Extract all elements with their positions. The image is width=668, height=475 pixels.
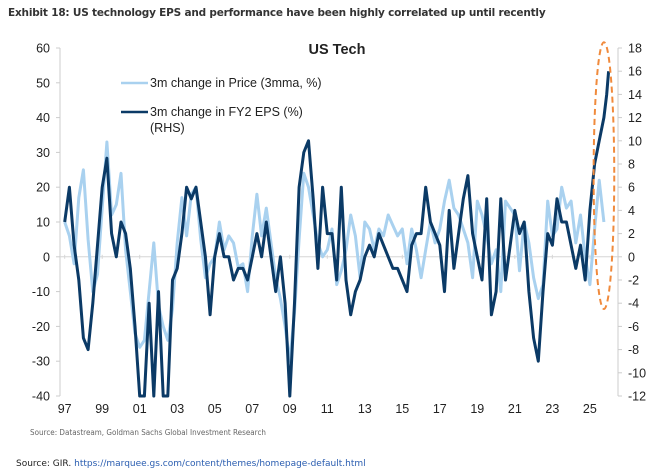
left-tick-label: -40: [32, 390, 50, 404]
x-tick-label: 21: [508, 402, 522, 416]
x-tick-label: 05: [208, 402, 222, 416]
x-tick-label: 97: [58, 402, 72, 416]
left-tick-label: 40: [36, 111, 50, 125]
right-tick-label: 18: [628, 42, 642, 56]
x-tick-label: 03: [170, 402, 184, 416]
series-layer: [63, 71, 611, 398]
right-tick-label: 6: [628, 181, 635, 195]
x-tick-label: 15: [395, 402, 409, 416]
page-source-prefix: Source: GIR.: [16, 459, 72, 469]
right-tick-label: 0: [628, 250, 635, 264]
right-tick-label: 12: [628, 111, 642, 125]
left-tick-label: -20: [32, 320, 50, 334]
right-tick-label: 4: [628, 204, 635, 218]
series-line-eps: [63, 71, 611, 398]
exhibit-title: Exhibit 18: US technology EPS and perfor…: [8, 7, 546, 19]
x-tick-label: 07: [245, 402, 259, 416]
x-tick-label: 99: [95, 402, 109, 416]
left-tick-label: 60: [36, 42, 50, 56]
left-tick-label: 30: [36, 146, 50, 160]
right-tick-label: -4: [628, 297, 639, 311]
x-tick-label: 17: [433, 402, 447, 416]
right-tick-label: 10: [628, 134, 642, 148]
right-tick-label: 14: [628, 88, 642, 102]
legend-label-eps-line2: (RHS): [150, 121, 185, 135]
x-tick-label: 25: [583, 402, 597, 416]
page-source: Source: GIR. https://marquee.gs.com/cont…: [16, 459, 366, 469]
right-tick-label: 8: [628, 158, 635, 172]
source-link[interactable]: https://marquee.gs.com/content/themes/ho…: [74, 459, 366, 469]
legend-label-eps-line1: 3m change in FY2 EPS (%): [150, 105, 303, 119]
right-tick-label: -8: [628, 343, 639, 357]
chart: 6050403020100-10-20-30-40181614121086420…: [32, 41, 646, 417]
left-tick-label: 50: [36, 76, 50, 90]
legend-label-eps: 3m change in FY2 EPS (%) (RHS): [150, 105, 306, 135]
right-tick-label: -10: [628, 366, 646, 380]
x-tick-label: 23: [545, 402, 559, 416]
right-tick-label: 16: [628, 65, 642, 79]
legend: 3m change in Price (3mma, %) 3m change i…: [121, 76, 322, 135]
x-tick-label: 13: [358, 402, 372, 416]
left-tick-label: 0: [43, 250, 50, 264]
x-tick-label: 01: [133, 402, 147, 416]
x-tick-label: 11: [321, 402, 334, 416]
x-tick-label: 19: [470, 402, 484, 416]
left-tick-label: -10: [32, 285, 50, 299]
legend-label-price: 3m change in Price (3mma, %): [150, 76, 322, 90]
chart-source: Source: Datastream, Goldman Sachs Global…: [30, 428, 266, 437]
left-tick-label: 10: [36, 216, 50, 230]
right-tick-label: -12: [628, 390, 646, 404]
axes: 6050403020100-10-20-30-40181614121086420…: [32, 42, 646, 417]
left-tick-label: 20: [36, 181, 50, 195]
x-tick-label: 09: [283, 402, 297, 416]
chart-title: US Tech: [309, 42, 366, 58]
highlight-ellipse: [592, 41, 616, 310]
left-tick-label: -30: [32, 355, 50, 369]
right-tick-label: -2: [628, 274, 639, 288]
right-tick-label: -6: [628, 320, 639, 334]
right-tick-label: 2: [628, 227, 635, 241]
